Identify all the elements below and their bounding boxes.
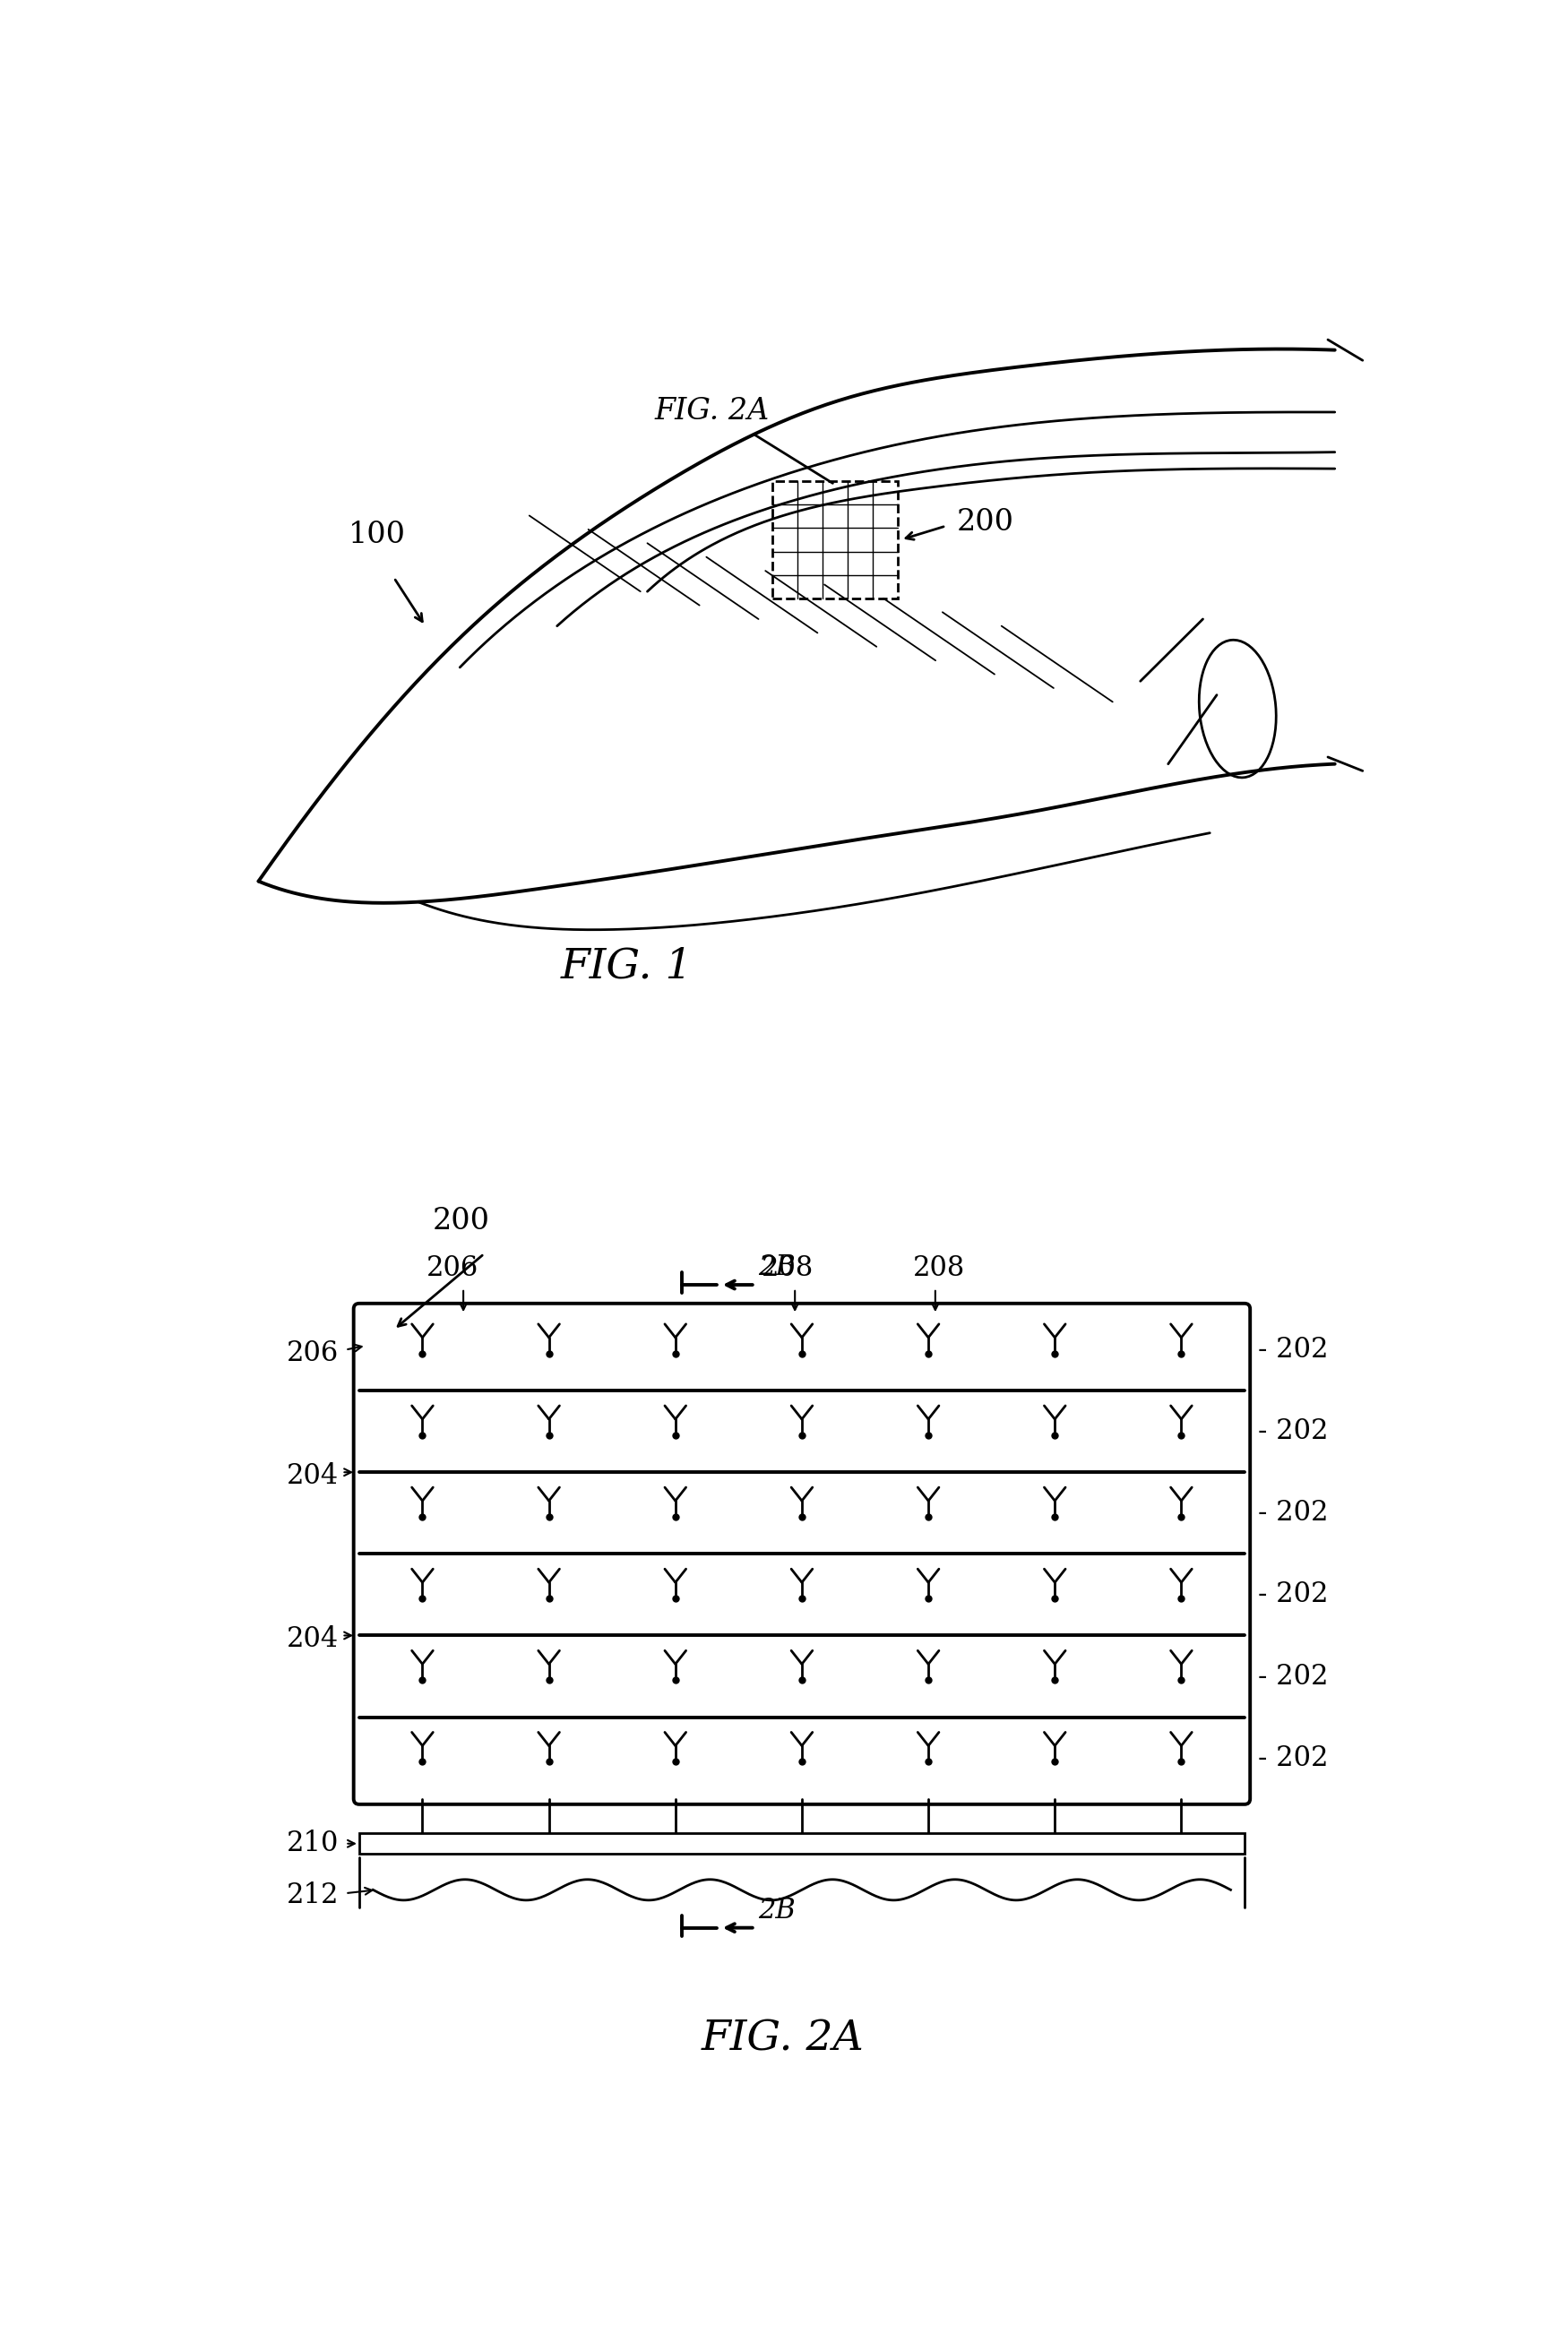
- Text: - 202: - 202: [1259, 1417, 1328, 1445]
- Text: FIG. 1: FIG. 1: [560, 946, 693, 986]
- Text: 2B: 2B: [759, 1253, 797, 1281]
- Text: 208: 208: [762, 1255, 814, 1281]
- Text: 210: 210: [287, 1829, 339, 1857]
- Text: 100: 100: [348, 520, 406, 550]
- Bar: [773, 480, 897, 600]
- Text: FIG. 2A: FIG. 2A: [701, 2019, 864, 2059]
- FancyBboxPatch shape: [354, 1304, 1250, 1803]
- Text: 200: 200: [433, 1206, 489, 1237]
- Text: 204: 204: [287, 1461, 339, 1490]
- Text: - 202: - 202: [1259, 1499, 1328, 1527]
- Text: FIG. 2A: FIG. 2A: [654, 396, 770, 426]
- Text: 206: 206: [426, 1255, 480, 1281]
- Text: 204: 204: [287, 1625, 339, 1653]
- Text: - 202: - 202: [1259, 1581, 1328, 1609]
- Bar: [359, 1834, 1245, 1855]
- Text: 208: 208: [913, 1255, 964, 1281]
- Text: 2B: 2B: [759, 1897, 797, 1925]
- Text: - 202: - 202: [1259, 1745, 1328, 1773]
- Text: 212: 212: [287, 1881, 339, 1909]
- Text: - 202: - 202: [1259, 1663, 1328, 1691]
- Text: 200: 200: [956, 508, 1014, 536]
- Text: 206: 206: [287, 1340, 339, 1368]
- Text: - 202: - 202: [1259, 1335, 1328, 1363]
